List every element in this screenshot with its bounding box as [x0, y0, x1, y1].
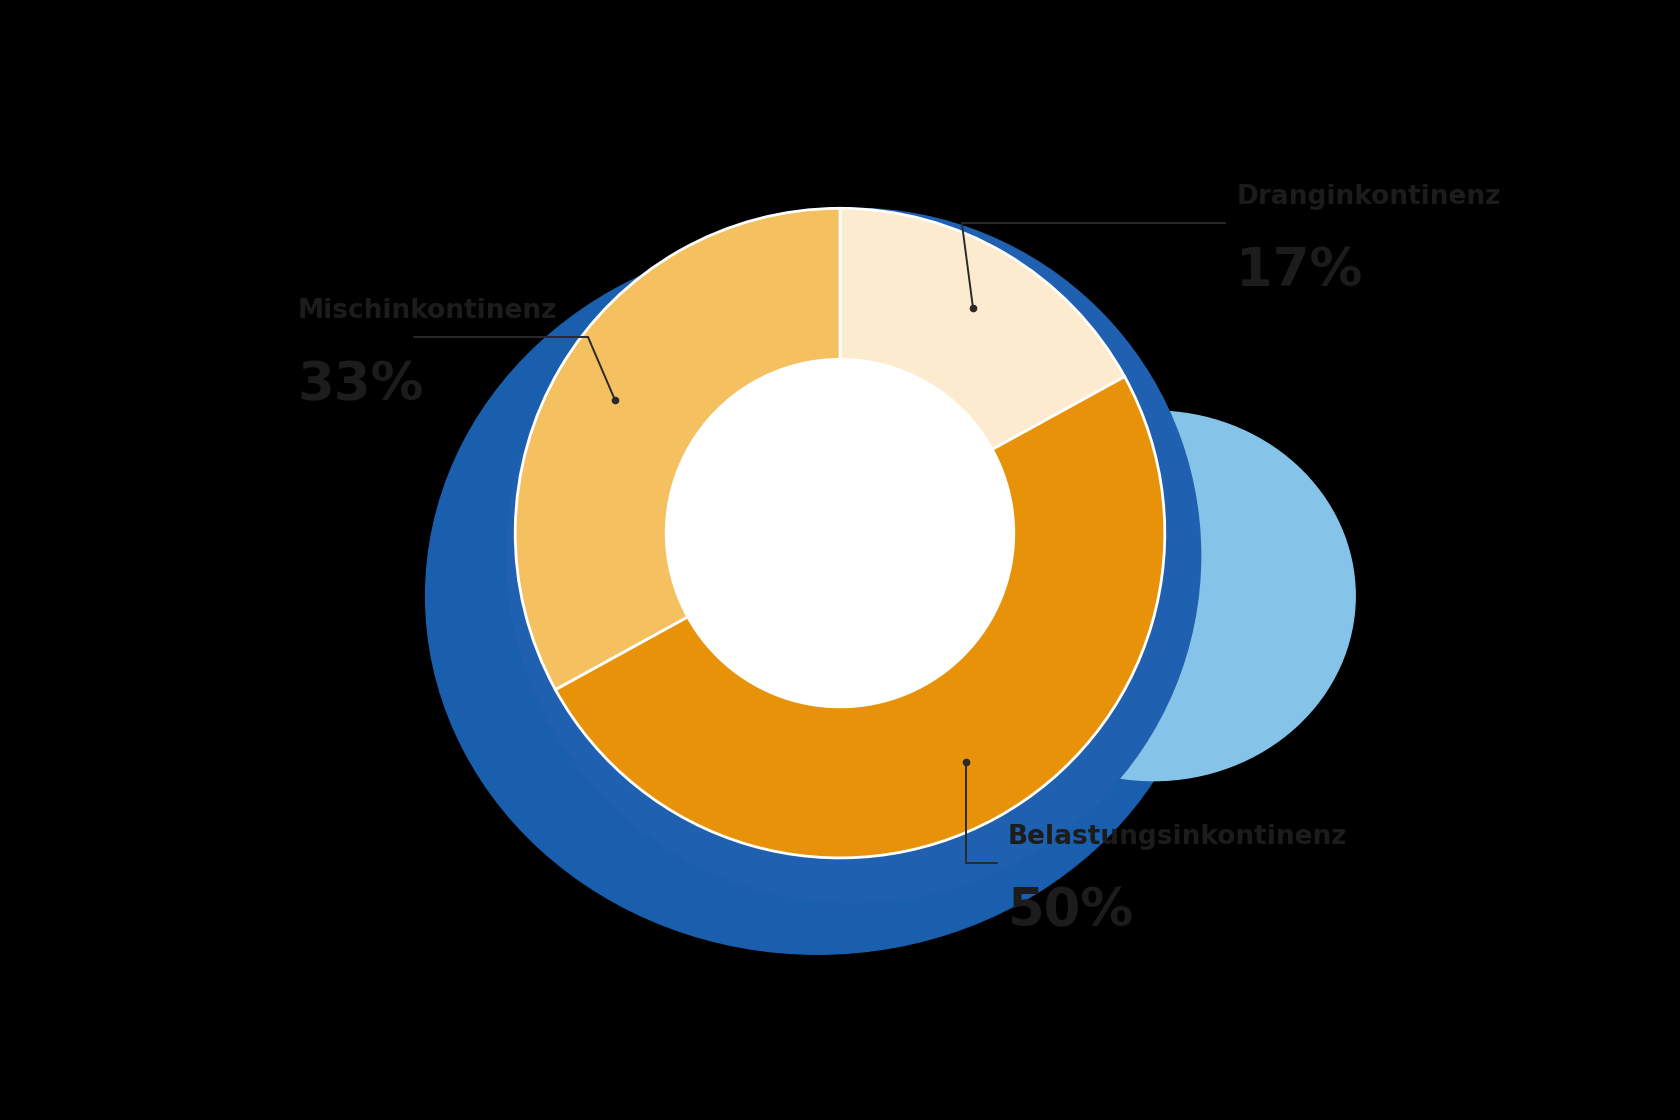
Text: 50%: 50%	[1008, 885, 1134, 937]
Circle shape	[667, 360, 1013, 707]
Text: 33%: 33%	[297, 360, 425, 412]
Ellipse shape	[953, 411, 1356, 781]
Circle shape	[506, 208, 1201, 903]
Wedge shape	[840, 208, 1124, 449]
Text: Dranginkontinenz: Dranginkontinenz	[1236, 184, 1500, 209]
Ellipse shape	[425, 237, 1210, 954]
Wedge shape	[556, 376, 1164, 858]
Wedge shape	[516, 208, 840, 690]
Text: Belastungsinkontinenz: Belastungsinkontinenz	[1008, 823, 1347, 849]
Text: 17%: 17%	[1236, 245, 1362, 298]
Text: Mischinkontinenz: Mischinkontinenz	[297, 298, 558, 324]
